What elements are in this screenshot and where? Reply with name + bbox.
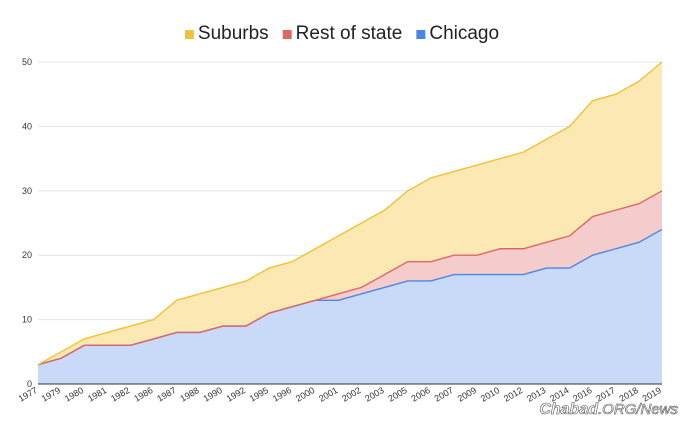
area-layer (38, 62, 662, 384)
x-tick-label-1981: 1981 (86, 385, 108, 404)
x-tick-label-2001: 2001 (317, 385, 339, 404)
legend: Suburbs Rest of state Chicago (184, 23, 499, 44)
legend-label-chicago: Chicago (429, 23, 499, 44)
watermark-brand: Chabad (539, 401, 599, 418)
x-tick-label-1987: 1987 (155, 385, 177, 404)
legend-item-chicago: Chicago (416, 23, 499, 44)
x-tick-label-2009: 2009 (456, 385, 478, 404)
x-tick-label-1980: 1980 (63, 385, 85, 404)
legend-label-rest-of-state: Rest of state (296, 23, 403, 44)
x-tick-label-2012: 2012 (502, 385, 524, 404)
x-tick-label-1982: 1982 (109, 385, 131, 404)
legend-swatch-chicago (416, 30, 426, 39)
watermark-suffix: .ORG/News (598, 401, 679, 418)
x-tick-label-1977: 1977 (17, 385, 39, 404)
x-tick-label-1995: 1995 (248, 385, 270, 404)
x-tick-label-1996: 1996 (271, 385, 293, 404)
area-chicago (38, 229, 662, 384)
watermark: Chabad.ORG/News (539, 401, 679, 419)
x-tick-label-2000: 2000 (294, 385, 316, 404)
legend-swatch-rest-of-state (282, 30, 292, 39)
y-tick-label-30: 30 (22, 186, 32, 196)
x-tick-label-1988: 1988 (178, 385, 200, 404)
legend-items: Suburbs Rest of state Chicago (184, 23, 499, 44)
x-tick-label-1992: 1992 (225, 385, 247, 404)
x-tick-label-1979: 1979 (40, 385, 62, 404)
x-tick-label-2005: 2005 (386, 385, 408, 404)
legend-item-rest-of-state: Rest of state (282, 23, 403, 44)
x-tick-label-2006: 2006 (410, 385, 432, 404)
y-tick-label-20: 20 (22, 250, 32, 260)
y-tick-label-0: 0 (27, 379, 32, 389)
x-tick-label-1990: 1990 (202, 385, 224, 404)
y-tick-label-40: 40 (22, 121, 32, 131)
x-tick-label-1986: 1986 (132, 385, 154, 404)
legend-label-suburbs: Suburbs (198, 23, 269, 44)
x-tick-label-2002: 2002 (340, 385, 362, 404)
watermark-text: Chabad.ORG/News (539, 401, 678, 418)
legend-item-suburbs: Suburbs (184, 23, 269, 44)
line-layer (37, 61, 663, 366)
line-rest-of-state (37, 190, 663, 366)
y-tick-label-10: 10 (22, 315, 32, 325)
x-tick-label-2003: 2003 (363, 385, 385, 404)
x-tick-label-2007: 2007 (433, 385, 455, 404)
x-tick-label-2010: 2010 (479, 385, 501, 404)
line-suburbs (37, 61, 663, 366)
y-tick-label-50: 50 (22, 57, 32, 67)
legend-swatch-suburbs (184, 30, 194, 39)
